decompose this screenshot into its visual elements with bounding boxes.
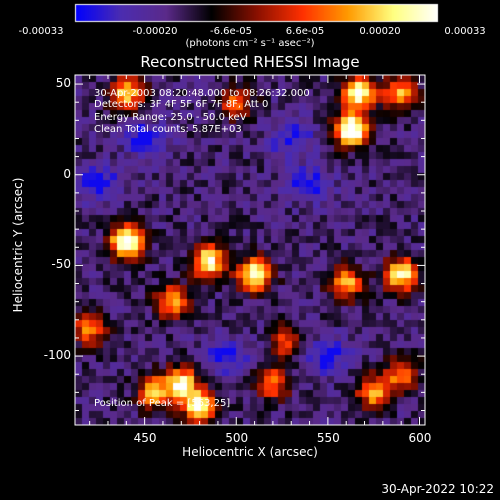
annotation-time-range: 30-Apr-2003 08:20:48.000 to 08:26:32.000 <box>94 88 310 99</box>
heatmap-image <box>75 75 425 425</box>
y-tick-label: 0 <box>63 166 71 181</box>
x-tick-label: 600 <box>408 431 432 445</box>
colorbar <box>0 0 500 30</box>
colorbar-tick-label: -0.00033 <box>18 26 64 37</box>
plot-frame <box>74 74 426 426</box>
x-tick-label: 450 <box>133 431 157 445</box>
y-tick-label: -50 <box>51 257 71 272</box>
annotation-method: Clean Total counts: 5.87E+03 <box>94 124 242 135</box>
annotation-detectors: Detectors: 3F 4F 5F 6F 7F 8F, Att 0 <box>94 99 269 110</box>
axis-ticks <box>75 75 425 425</box>
colorbar-tick-label: 0.00033 <box>444 26 486 37</box>
chart-title: Reconstructed RHESSI Image <box>140 53 360 71</box>
y-tick-label: -100 <box>43 348 71 363</box>
x-tick-label: 500 <box>225 431 249 445</box>
annotation-energy: Energy Range: 25.0 - 50.0 keV <box>94 112 247 123</box>
colorbar-units: (photons cm⁻² s⁻¹ asec⁻²) <box>185 38 315 49</box>
x-axis-label: Heliocentric X (arcsec) <box>182 445 318 459</box>
x-tick-label: 550 <box>316 431 340 445</box>
y-axis-label: Heliocentric Y (arcsec) <box>11 177 25 313</box>
colorbar-tick-label: -6.6e-05 <box>210 26 252 37</box>
colorbar-tick-label: -0.00020 <box>132 26 178 37</box>
y-tick-label: 50 <box>55 76 71 91</box>
colorbar-tick-label: 6.6e-05 <box>285 26 325 37</box>
timestamp: 30-Apr-2022 10:22 <box>381 482 494 496</box>
colorbar-tick-label: 0.00020 <box>359 26 401 37</box>
annotation-peak: Position of Peak = [563,25] <box>94 398 231 409</box>
